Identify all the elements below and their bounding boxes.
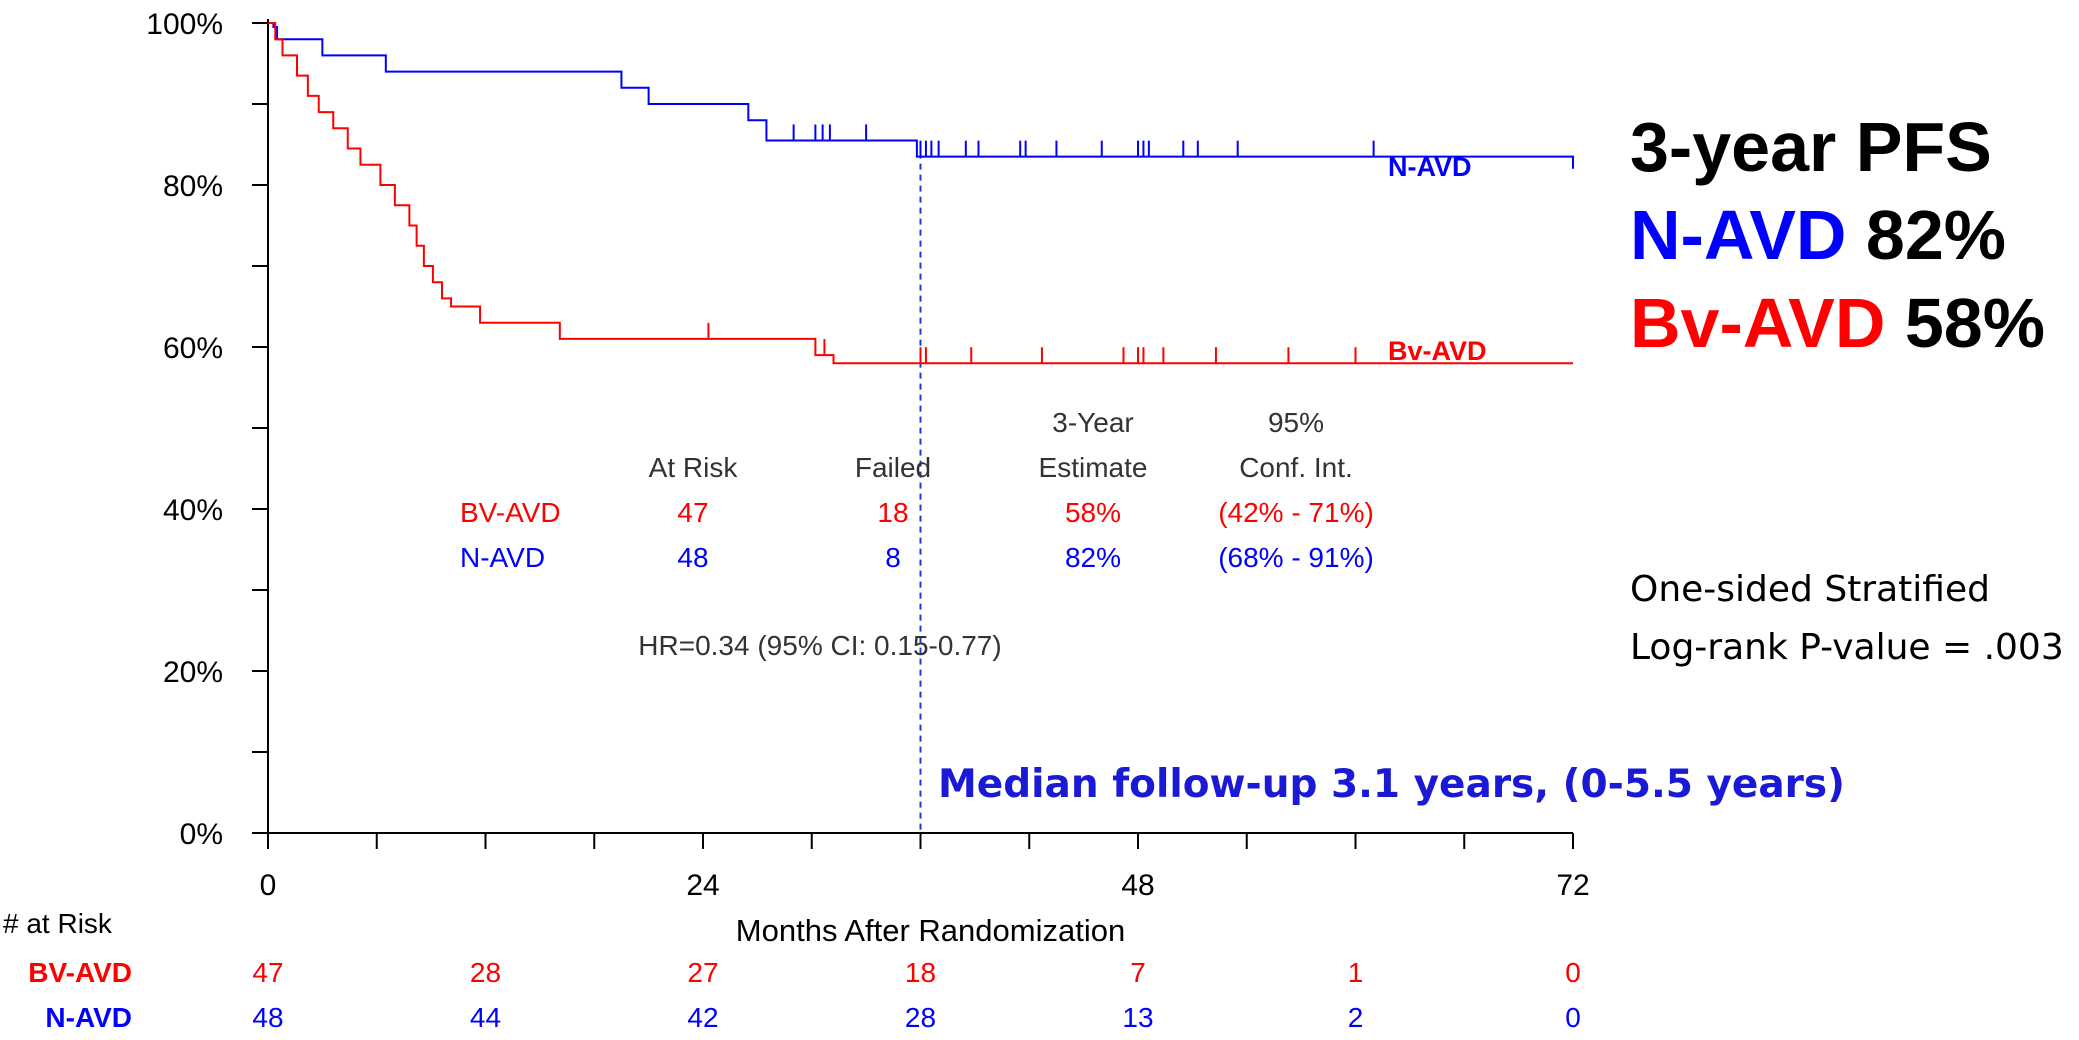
at-risk-value: 28 <box>905 1002 936 1033</box>
at-risk-row-label: BV-AVD <box>28 957 132 988</box>
y-tick-label: 20% <box>163 656 223 689</box>
series-label-bv-avd: Bv-AVD <box>1388 336 1487 366</box>
at-risk-value: 44 <box>470 1002 501 1033</box>
inset-cell: (42% - 71%) <box>1218 497 1374 528</box>
at-risk-value: 28 <box>470 957 501 988</box>
at-risk-value: 7 <box>1130 957 1146 988</box>
x-tick-label: 24 <box>686 869 719 902</box>
median-followup-text: Median follow-up 3.1 years, (0-5.5 years… <box>938 762 1845 807</box>
y-tick-label: 40% <box>163 494 223 527</box>
pvalue-line-2: Log-rank P-value = .003 <box>1630 627 2064 668</box>
inset-cell: 8 <box>885 542 901 573</box>
series-label-n-avd: N-AVD <box>1388 152 1472 182</box>
inset-header: Estimate <box>1039 452 1148 483</box>
at-risk-value: 0 <box>1565 957 1581 988</box>
inset-header: Failed <box>855 452 931 483</box>
at-risk-value: 48 <box>252 1002 283 1033</box>
at-risk-value: 2 <box>1348 1002 1364 1033</box>
inset-header: At Risk <box>649 452 739 483</box>
inset-cell: BV-AVD <box>460 497 561 528</box>
n-avd-pfs: N-AVD 82% <box>1630 200 2006 270</box>
inset-cell: 18 <box>877 497 908 528</box>
at-risk-title: # at Risk <box>3 908 113 939</box>
hazard-ratio-text: HR=0.34 (95% CI: 0.15-0.77) <box>638 630 1001 661</box>
inset-header: Conf. Int. <box>1239 452 1353 483</box>
n-avd-pfs-label: N-AVD <box>1630 196 1847 274</box>
inset-cell: 58% <box>1065 497 1121 528</box>
inset-header: 95% <box>1268 407 1324 438</box>
at-risk-value: 1 <box>1348 957 1364 988</box>
at-risk-value: 0 <box>1565 1002 1581 1033</box>
inset-cell: 47 <box>677 497 708 528</box>
at-risk-row-label: N-AVD <box>45 1002 132 1033</box>
at-risk-value: 13 <box>1122 1002 1153 1033</box>
at-risk-value: 42 <box>687 1002 718 1033</box>
x-tick-label: 48 <box>1121 869 1154 902</box>
at-risk-value: 18 <box>905 957 936 988</box>
pfs-title: 3-year PFS <box>1630 108 1992 186</box>
bv-avd-pfs-label: Bv-AVD <box>1630 284 1886 362</box>
n-avd-pfs-value: 82% <box>1865 196 2007 274</box>
bv-avd-pfs-value: 58% <box>1904 284 2045 362</box>
y-tick-label: 0% <box>180 818 223 851</box>
y-tick-label: 80% <box>163 170 223 203</box>
inset-header: 3-Year <box>1052 407 1133 438</box>
inset-cell: N-AVD <box>460 542 545 573</box>
inset-cell: 48 <box>677 542 708 573</box>
y-tick-label: 100% <box>146 8 223 41</box>
at-risk-value: 27 <box>687 957 718 988</box>
inset-cell: 82% <box>1065 542 1121 573</box>
inset-cell: (68% - 91%) <box>1218 542 1374 573</box>
y-tick-label: 60% <box>163 332 223 365</box>
x-tick-label: 72 <box>1556 869 1589 902</box>
at-risk-value: 47 <box>252 957 283 988</box>
survival-curve-bv-avd <box>268 22 1573 365</box>
bv-avd-pfs: Bv-AVD 58% <box>1630 288 2045 358</box>
x-tick-label: 0 <box>260 869 277 902</box>
pvalue-line-1: One-sided Stratified <box>1630 569 1990 610</box>
x-axis-label: Months After Randomization <box>736 913 1125 948</box>
